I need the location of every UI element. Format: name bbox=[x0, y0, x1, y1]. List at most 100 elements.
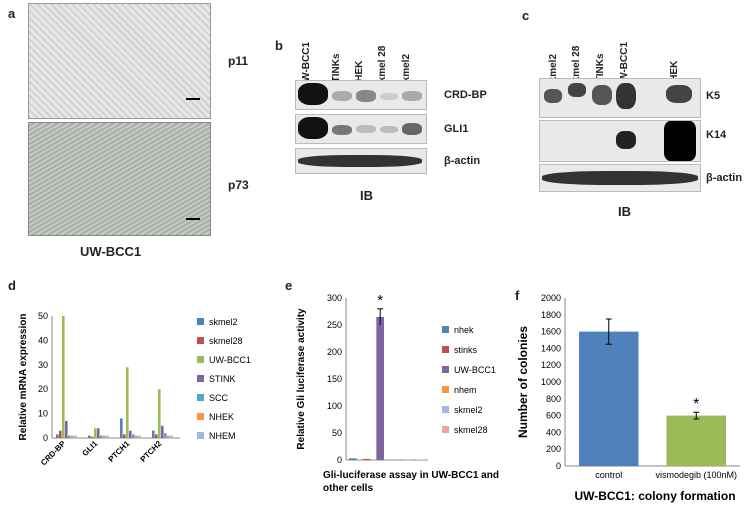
bar bbox=[88, 435, 91, 438]
tick-label: 100 bbox=[327, 401, 342, 411]
legend-swatch bbox=[197, 356, 204, 363]
tick-label: 1800 bbox=[541, 310, 561, 320]
blot-row bbox=[539, 120, 701, 162]
bar bbox=[74, 435, 77, 438]
legend-label: NHEM bbox=[209, 431, 236, 441]
bar bbox=[120, 418, 123, 438]
row-label: K14 bbox=[706, 129, 727, 141]
legend-label: skmel28 bbox=[209, 336, 243, 346]
legend-swatch bbox=[197, 413, 204, 420]
micrograph-p11 bbox=[28, 3, 211, 119]
label-p73: p73 bbox=[228, 178, 249, 192]
legend-swatch bbox=[197, 432, 204, 439]
panel-d-letter: d bbox=[8, 278, 16, 293]
legend-label: skmel2 bbox=[209, 317, 238, 327]
bar bbox=[376, 316, 384, 460]
panel-f-letter: f bbox=[515, 288, 520, 303]
bar bbox=[417, 459, 425, 460]
tick-label: 150 bbox=[327, 374, 342, 384]
legend-label: STINK bbox=[209, 374, 236, 384]
bar bbox=[152, 430, 155, 438]
chart-f: 0 200 400 600 800 1000 1200 1400 1600 1800 2000 con… bbox=[516, 293, 740, 503]
x-axis-label: other cells bbox=[323, 483, 373, 494]
category-label: control bbox=[595, 470, 622, 480]
significance-star: * bbox=[693, 396, 699, 413]
tick-label: 50 bbox=[332, 428, 342, 438]
category-label: vismodegib (100nM) bbox=[655, 470, 737, 480]
tick-label: 40 bbox=[38, 335, 48, 345]
panel-e-letter: e bbox=[285, 278, 293, 293]
tick-label: 1200 bbox=[541, 360, 561, 370]
bar bbox=[132, 434, 135, 438]
bar bbox=[135, 435, 138, 438]
tick-label: 200 bbox=[327, 347, 342, 357]
row-label: β-actin bbox=[444, 155, 481, 167]
bar bbox=[349, 458, 357, 460]
bar bbox=[56, 434, 59, 438]
bar bbox=[129, 430, 132, 438]
bar bbox=[155, 434, 158, 438]
chart-title: UW-BCC1: colony formation bbox=[574, 489, 735, 503]
tick-label: 20 bbox=[38, 384, 48, 394]
bar bbox=[103, 435, 106, 438]
blot-row bbox=[539, 78, 701, 118]
bar bbox=[65, 420, 68, 438]
tick-label: 250 bbox=[327, 320, 342, 330]
bar bbox=[390, 459, 398, 460]
legend-label: skmel2 bbox=[454, 405, 483, 415]
blot-row bbox=[295, 80, 427, 110]
chart-e: 0 50 100 150 200 250 300 * Relative Gli lucifera… bbox=[296, 292, 499, 494]
y-axis-label: Relative Gli luciferase activity bbox=[296, 308, 307, 450]
x-axis-label: Gli-luciferase assay in UW-BCC1 and bbox=[323, 470, 499, 481]
legend-label: stinks bbox=[454, 345, 478, 355]
bar bbox=[62, 316, 65, 438]
blot-row bbox=[295, 114, 427, 144]
bar bbox=[59, 430, 62, 438]
tick-label: 1600 bbox=[541, 327, 561, 337]
bar bbox=[161, 425, 164, 438]
blot-row bbox=[539, 164, 701, 192]
legend-swatch bbox=[442, 326, 449, 333]
tick-label: 600 bbox=[546, 411, 561, 421]
bar bbox=[100, 435, 103, 438]
legend-swatch bbox=[442, 386, 449, 393]
row-label: GLI1 bbox=[444, 123, 469, 135]
row-label: β-actin bbox=[706, 172, 743, 184]
bar bbox=[68, 435, 71, 438]
micrograph-p73 bbox=[28, 122, 211, 236]
bar bbox=[97, 428, 100, 438]
category-label: PTCH1 bbox=[106, 439, 131, 464]
tick-label: 0 bbox=[43, 433, 48, 443]
tick-label: 1000 bbox=[541, 377, 561, 387]
blot-row bbox=[295, 148, 427, 174]
bar bbox=[362, 458, 371, 460]
tick-label: 10 bbox=[38, 409, 48, 419]
y-axis-label: Relative mRNA expression bbox=[18, 314, 29, 441]
legend-label: skmel28 bbox=[454, 425, 488, 435]
bar bbox=[167, 435, 170, 438]
tick-label: 400 bbox=[546, 427, 561, 437]
legend-label: nhem bbox=[454, 385, 477, 395]
label-p11: p11 bbox=[228, 54, 249, 68]
panel-a-caption: UW-BCC1 bbox=[80, 244, 142, 259]
bar bbox=[106, 435, 109, 438]
legend-label: NHEK bbox=[209, 412, 234, 422]
legend-swatch bbox=[197, 337, 204, 344]
scale-bar bbox=[186, 98, 200, 100]
bar bbox=[91, 436, 94, 438]
significance-star: * bbox=[377, 292, 383, 309]
bar bbox=[164, 433, 167, 438]
category-label: GLI1 bbox=[80, 439, 99, 458]
tick-label: 1400 bbox=[541, 343, 561, 353]
row-label: K5 bbox=[706, 90, 721, 102]
bar bbox=[158, 389, 161, 438]
legend-label: nhek bbox=[454, 325, 474, 335]
legend-swatch bbox=[442, 406, 449, 413]
tick-label: 0 bbox=[556, 461, 561, 471]
panel-b-footer: IB bbox=[360, 188, 373, 203]
tick-label: 800 bbox=[546, 394, 561, 404]
bar bbox=[126, 367, 129, 438]
legend-swatch bbox=[197, 375, 204, 382]
legend-swatch bbox=[442, 346, 449, 353]
